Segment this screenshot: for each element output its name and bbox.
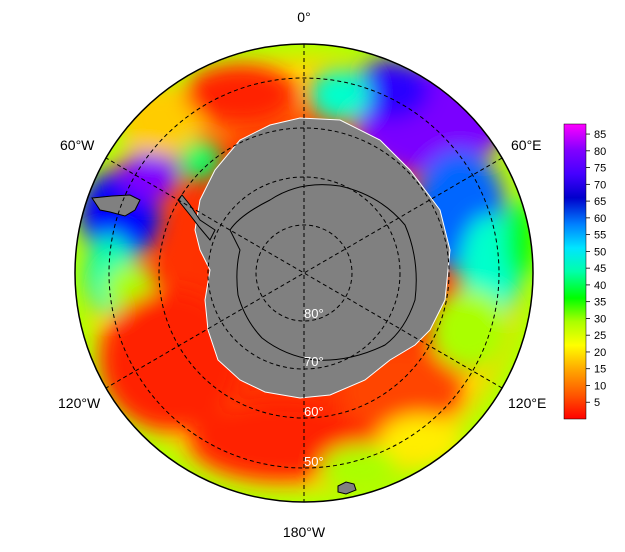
lat-label-60: 60°: [304, 404, 324, 419]
lat-label-70: 70°: [304, 354, 324, 369]
colorbar-tick-label: 35: [594, 297, 606, 309]
coastline: [229, 184, 417, 361]
antarctica-landmass: [194, 117, 451, 399]
colorbar-tick-label: 75: [594, 163, 606, 175]
lat-circle-80: [255, 224, 353, 322]
lon-label-120e: 120°E: [508, 395, 546, 411]
colorbar-tick-label: 55: [594, 230, 606, 242]
colorbar-tick-label: 40: [594, 280, 606, 292]
colorbar-tick-label: 85: [594, 129, 606, 141]
lat-circle-50: [108, 77, 500, 469]
colorbar-gradient: [563, 123, 587, 420]
lon-label-0: 0°: [297, 9, 310, 25]
lat-label-80: 80°: [304, 306, 324, 321]
map-boundary: [74, 43, 534, 503]
colorbar-tick-label: 45: [594, 263, 606, 275]
meridian-60E-120W: [105, 157, 503, 389]
colorbar-tick-label: 80: [594, 146, 606, 158]
colorbar-tick-label: 60: [594, 213, 606, 225]
colorbar-tick-label: 30: [594, 313, 606, 325]
southern-island: [337, 481, 357, 495]
lon-label-180w: 180°W: [283, 524, 326, 540]
south-america-tip: [91, 194, 141, 217]
colorbar-tick-label: 10: [594, 380, 606, 392]
colorbar-tick-label: 70: [594, 179, 606, 191]
colorbar-tick-label: 15: [594, 364, 606, 376]
meridian-120E-60W: [105, 157, 503, 389]
colorbar-tick-label: 50: [594, 246, 606, 258]
colorbar-tick-label: 25: [594, 330, 606, 342]
longitude-gridlines: [105, 44, 503, 502]
lon-label-60w: 60°W: [60, 137, 95, 153]
lon-label-120w: 120°W: [58, 395, 101, 411]
lat-label-50: 50°: [304, 454, 324, 469]
colorbar-tick-label: 20: [594, 347, 606, 359]
lon-label-60e: 60°E: [511, 137, 542, 153]
colorbar: 85 80 75 70 65 60 55 50 45 40 35 30 25 20 15 10 5: [563, 123, 606, 420]
colorbar-ticks: 85 80 75 70 65 60 55 50 45 40 35 30 25 20 15 10 5: [586, 129, 606, 409]
colorbar-tick-label: 65: [594, 196, 606, 208]
colorbar-tick-label: 5: [594, 397, 600, 409]
